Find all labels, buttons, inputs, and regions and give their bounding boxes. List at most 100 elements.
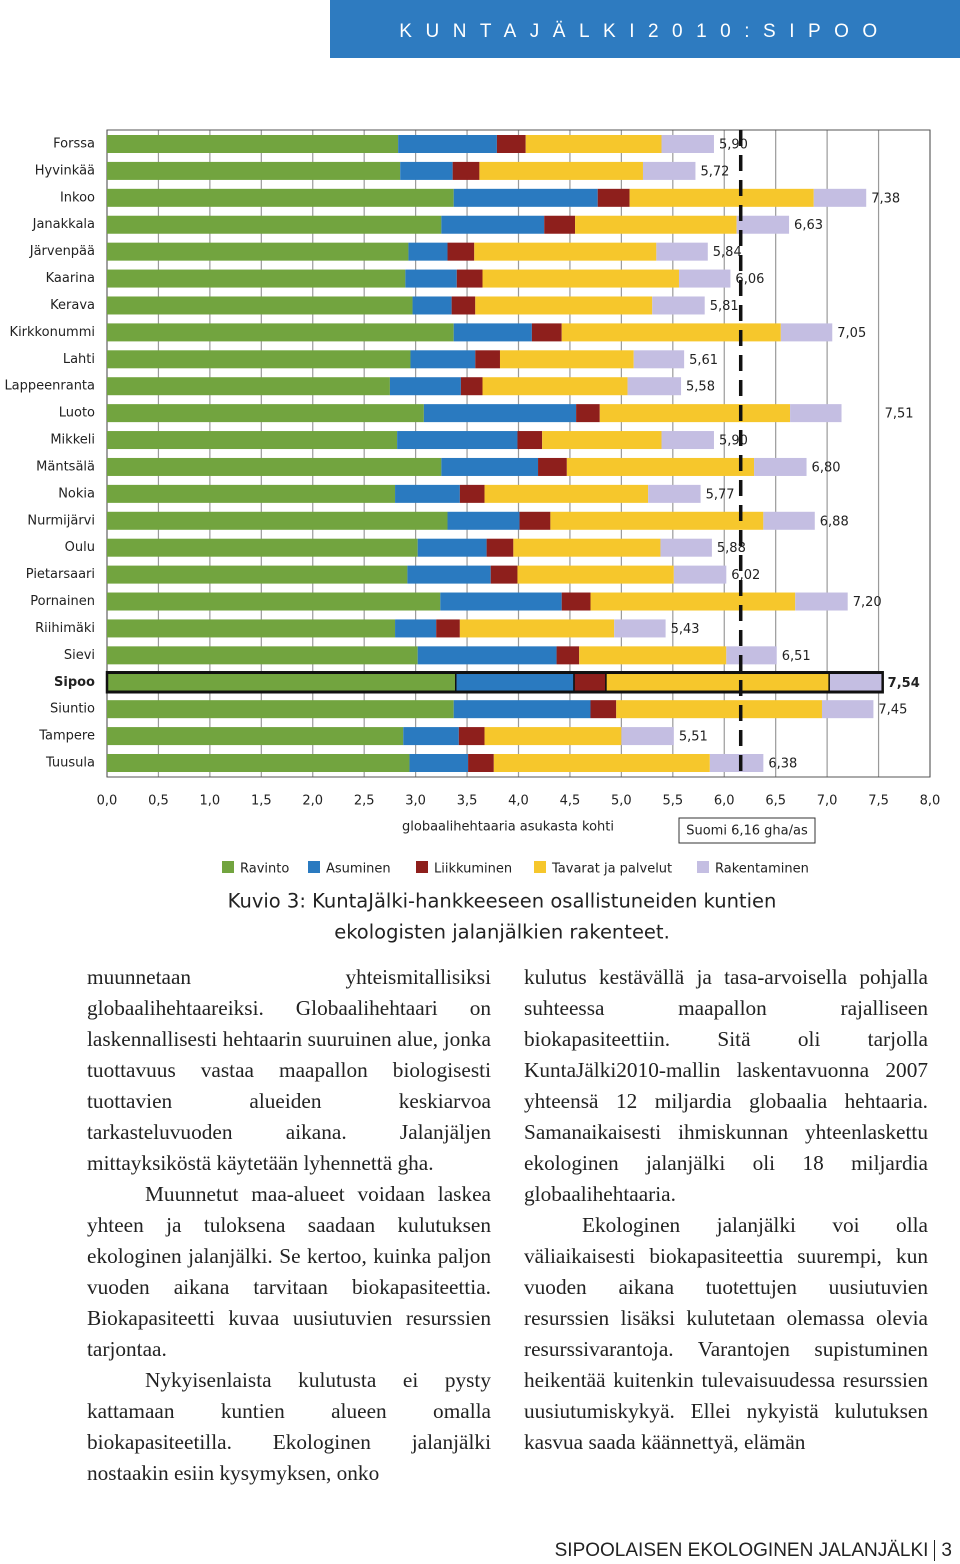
header-bar: KUNTAJÄLKI2010:SIPOO xyxy=(330,0,960,58)
total-label: 5,90 xyxy=(719,138,748,153)
paragraph: Ekologinen jalanjälki voi olla väliaikai… xyxy=(524,1213,928,1454)
y-tick-label: Kerava xyxy=(50,298,95,313)
bar-segment xyxy=(519,511,551,530)
bar-segment xyxy=(107,565,408,584)
total-label: 6,51 xyxy=(782,649,811,664)
bar-segment xyxy=(566,457,755,476)
x-tick-label: 2,5 xyxy=(354,794,375,809)
bar-segment xyxy=(107,646,418,665)
reference-label: Suomi 6,16 gha/as xyxy=(686,824,808,839)
total-label: 5,81 xyxy=(710,299,739,314)
bar-segment xyxy=(661,431,714,450)
x-tick-label: 8,0 xyxy=(920,794,941,809)
bar-segment xyxy=(447,511,520,530)
y-tick-label: Janakkala xyxy=(32,217,95,232)
bar-segment xyxy=(107,700,454,719)
bar-segment xyxy=(440,592,562,611)
caption: Kuvio 3: KuntaJälki-hankkeeseen osallist… xyxy=(228,890,777,913)
y-tick-label: Nokia xyxy=(58,486,95,501)
legend-swatch xyxy=(697,861,709,873)
y-tick-label: Siuntio xyxy=(50,702,95,717)
legend-label: Liikkuminen xyxy=(434,862,512,877)
bar-segment xyxy=(417,538,487,557)
text-column: muunnetaan yhteismitallisiksi globaalihe… xyxy=(87,962,491,1489)
paragraph: Muunnetut maa-alueet voidaan laskea yhte… xyxy=(87,1182,491,1361)
bar-segment xyxy=(107,484,396,503)
y-tick-label: Sievi xyxy=(64,648,95,663)
bar-segment xyxy=(407,565,491,584)
bar-segment xyxy=(616,700,822,719)
bar-segment xyxy=(673,565,727,584)
total-label: 5,61 xyxy=(689,353,718,368)
bar-segment xyxy=(576,404,600,423)
bar-segment xyxy=(633,350,685,369)
bar-segment xyxy=(412,296,452,315)
x-tick-label: 3,0 xyxy=(405,794,426,809)
x-tick-label: 0,0 xyxy=(97,794,118,809)
legend-swatch xyxy=(222,861,234,873)
text-column: kulutus kestävällä ja tasa-arvoisella po… xyxy=(524,962,928,1458)
bar-segment xyxy=(482,269,679,288)
bar-segment xyxy=(452,161,480,180)
bar-segment xyxy=(107,323,454,342)
bar-segment xyxy=(573,672,607,693)
total-label: 5,58 xyxy=(686,380,715,395)
page-number: 3 xyxy=(934,1540,952,1561)
bar-segment xyxy=(447,242,475,261)
x-tick-label: 2,0 xyxy=(302,794,323,809)
x-tick-label: 1,0 xyxy=(200,794,221,809)
bar-segment xyxy=(459,619,615,638)
bar-segment xyxy=(395,484,460,503)
y-tick-label: Inkoo xyxy=(60,190,95,205)
legend-swatch xyxy=(416,861,428,873)
bar-segment xyxy=(423,404,577,423)
y-tick-label: Oulu xyxy=(65,540,95,555)
bar-segment xyxy=(642,161,696,180)
total-label: 6,02 xyxy=(731,568,760,583)
x-tick-label: 5,5 xyxy=(662,794,683,809)
legend-label: Rakentaminen xyxy=(715,862,809,877)
bar-segment xyxy=(107,592,441,611)
total-label: 7,45 xyxy=(878,703,907,718)
bar-segment xyxy=(460,377,483,396)
bar-segment xyxy=(107,619,396,638)
caption: ekologisten jalanjälkien rakenteet. xyxy=(334,921,670,944)
bar-segment xyxy=(107,538,418,557)
y-tick-label: Riihimäki xyxy=(35,621,95,636)
total-label: 6,38 xyxy=(768,757,797,772)
bar-segment xyxy=(561,592,591,611)
total-label: 7,38 xyxy=(871,191,900,206)
bar-segment xyxy=(763,511,815,530)
y-tick-label: Pietarsaari xyxy=(26,567,95,582)
bar-segment xyxy=(106,672,457,693)
bar-segment xyxy=(790,404,842,423)
bar-segment xyxy=(107,296,413,315)
y-tick-label: Järvenpää xyxy=(29,244,95,259)
bar-segment xyxy=(621,727,674,746)
x-tick-label: 5,0 xyxy=(611,794,632,809)
total-label: 6,06 xyxy=(735,272,764,287)
x-axis-label: globaalihehtaaria asukasta kohti xyxy=(402,820,614,835)
bar-segment xyxy=(453,188,598,207)
bar-segment xyxy=(468,754,494,772)
total-label: 5,43 xyxy=(671,622,700,637)
legend-label: Ravinto xyxy=(240,862,289,877)
bar-segment xyxy=(459,484,485,503)
y-tick-label: Kaarina xyxy=(46,271,95,286)
legend-label: Tavarat ja palvelut xyxy=(551,862,672,877)
y-tick-label: Kirkkonummi xyxy=(10,325,95,340)
total-label: 7,51 xyxy=(885,407,914,422)
total-label: 5,88 xyxy=(717,541,746,556)
y-tick-label: Sipoo xyxy=(54,675,95,690)
bar-segment xyxy=(107,188,454,207)
bar-segment xyxy=(605,672,830,693)
bar-segment xyxy=(409,754,469,772)
total-label: 6,80 xyxy=(812,460,841,475)
bar-segment xyxy=(517,565,674,584)
total-label: 7,05 xyxy=(837,326,866,341)
plot-border xyxy=(106,129,931,778)
bar-segment xyxy=(107,457,442,476)
bar-segment xyxy=(538,457,567,476)
